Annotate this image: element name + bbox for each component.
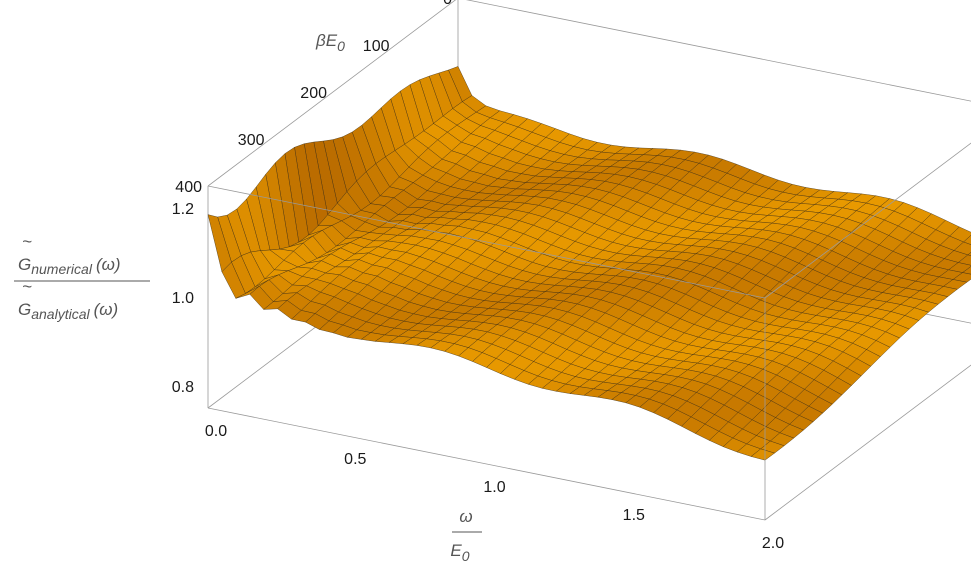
box-edge-front xyxy=(764,142,971,299)
x-axis-label-denominator: E0 xyxy=(450,541,469,564)
box-edge-front xyxy=(207,407,766,521)
z-tick-label: 1.0 xyxy=(172,290,194,307)
box-edge xyxy=(465,0,971,102)
x-axis-label-numerator: ω xyxy=(459,507,472,526)
y-tick-label: 0 xyxy=(443,0,452,8)
z-tick-label: 1.2 xyxy=(172,201,194,218)
x-tick-label: 0.0 xyxy=(205,423,227,440)
box-edge xyxy=(207,0,457,187)
y-tick-label: 100 xyxy=(363,38,390,55)
z-axis-denominator-tilde: ~ xyxy=(22,277,32,296)
surface-patch xyxy=(957,254,971,266)
z-axis-label-numerator: Gnumerical (ω) xyxy=(18,255,121,277)
z-tick-label: 0.8 xyxy=(172,379,194,396)
x-tick-label: 2.0 xyxy=(762,535,784,552)
z-axis-label-denominator: Ganalytical (ω) xyxy=(18,300,118,322)
x-axis-label: ω E0 xyxy=(450,507,482,564)
bounding-box-front xyxy=(207,142,971,521)
x-tick-label: 1.5 xyxy=(623,507,645,524)
z-axis-numerator-tilde: ~ xyxy=(22,232,32,251)
y-tick-label: 400 xyxy=(175,179,202,196)
surface-patch xyxy=(963,234,971,245)
x-tick-label: 1.0 xyxy=(483,479,505,496)
x-tick-label: 0.5 xyxy=(344,451,366,468)
surface-patch xyxy=(961,266,971,275)
y-tick-label: 300 xyxy=(238,132,265,149)
y-axis-label: βE0 xyxy=(315,31,345,54)
tick-labels: 0.0 0.5 1.0 1.5 2.0 0 100 200 300 400 0.8 1.0 1.2 xyxy=(172,0,784,552)
y-tick-label: 200 xyxy=(300,85,327,102)
box-edge xyxy=(764,364,971,521)
surface-mesh xyxy=(207,66,971,461)
z-axis-label: ~ Gnumerical (ω) ~ Ganalytical (ω) xyxy=(14,232,150,322)
box-edge-front xyxy=(207,185,766,299)
